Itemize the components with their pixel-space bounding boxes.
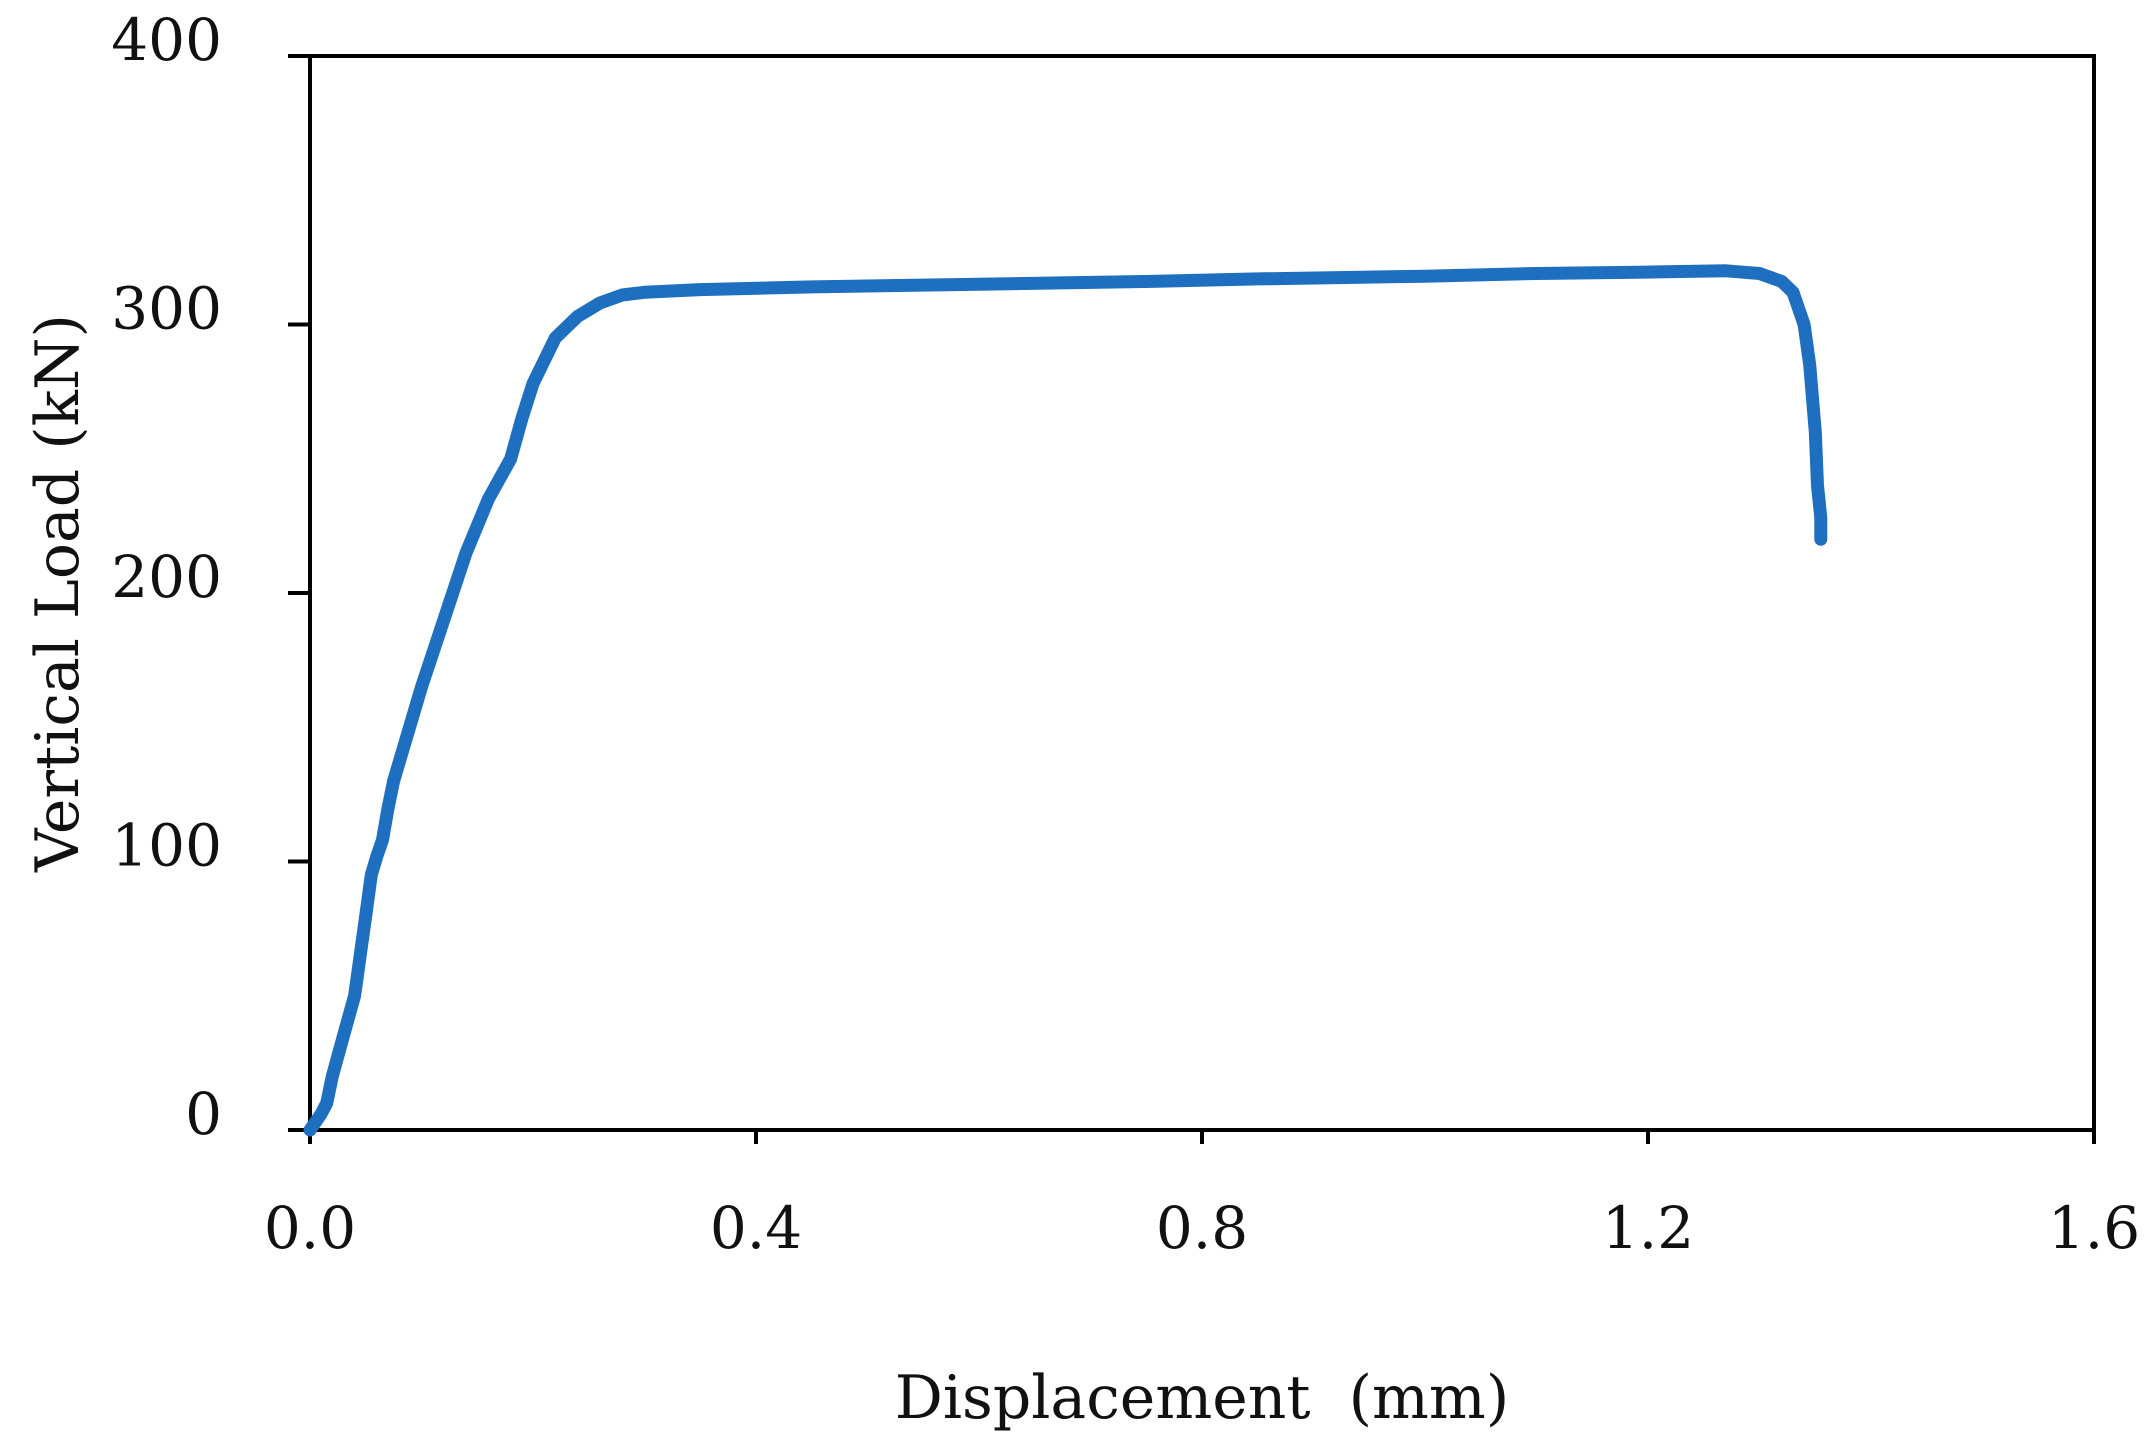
y-tick-label: 200 <box>111 543 222 611</box>
y-tick-label: 0 <box>185 1080 222 1148</box>
plot-area <box>308 54 2096 1132</box>
y-tick-label: 100 <box>111 812 222 880</box>
y-tick-label: 300 <box>111 275 222 343</box>
y-tick-label: 400 <box>111 6 222 74</box>
series-line <box>303 264 1828 1137</box>
y-axis: 0 100 200 300 400 <box>111 6 310 1148</box>
x-tick-label: 0.8 <box>1156 1194 1248 1262</box>
x-tick-label: 1.6 <box>2048 1194 2140 1262</box>
x-axis: 0.0 0.4 0.8 1.2 1.6 <box>264 1130 2140 1262</box>
y-axis-title: Vertical Load (kN) <box>23 314 93 873</box>
x-tick-label: 0.4 <box>710 1194 802 1262</box>
x-tick-label: 1.2 <box>1602 1194 1694 1262</box>
x-axis-title: Displacement (mm) <box>895 1363 1509 1433</box>
x-tick-label: 0.0 <box>264 1194 356 1262</box>
series-layer <box>303 264 1828 1137</box>
